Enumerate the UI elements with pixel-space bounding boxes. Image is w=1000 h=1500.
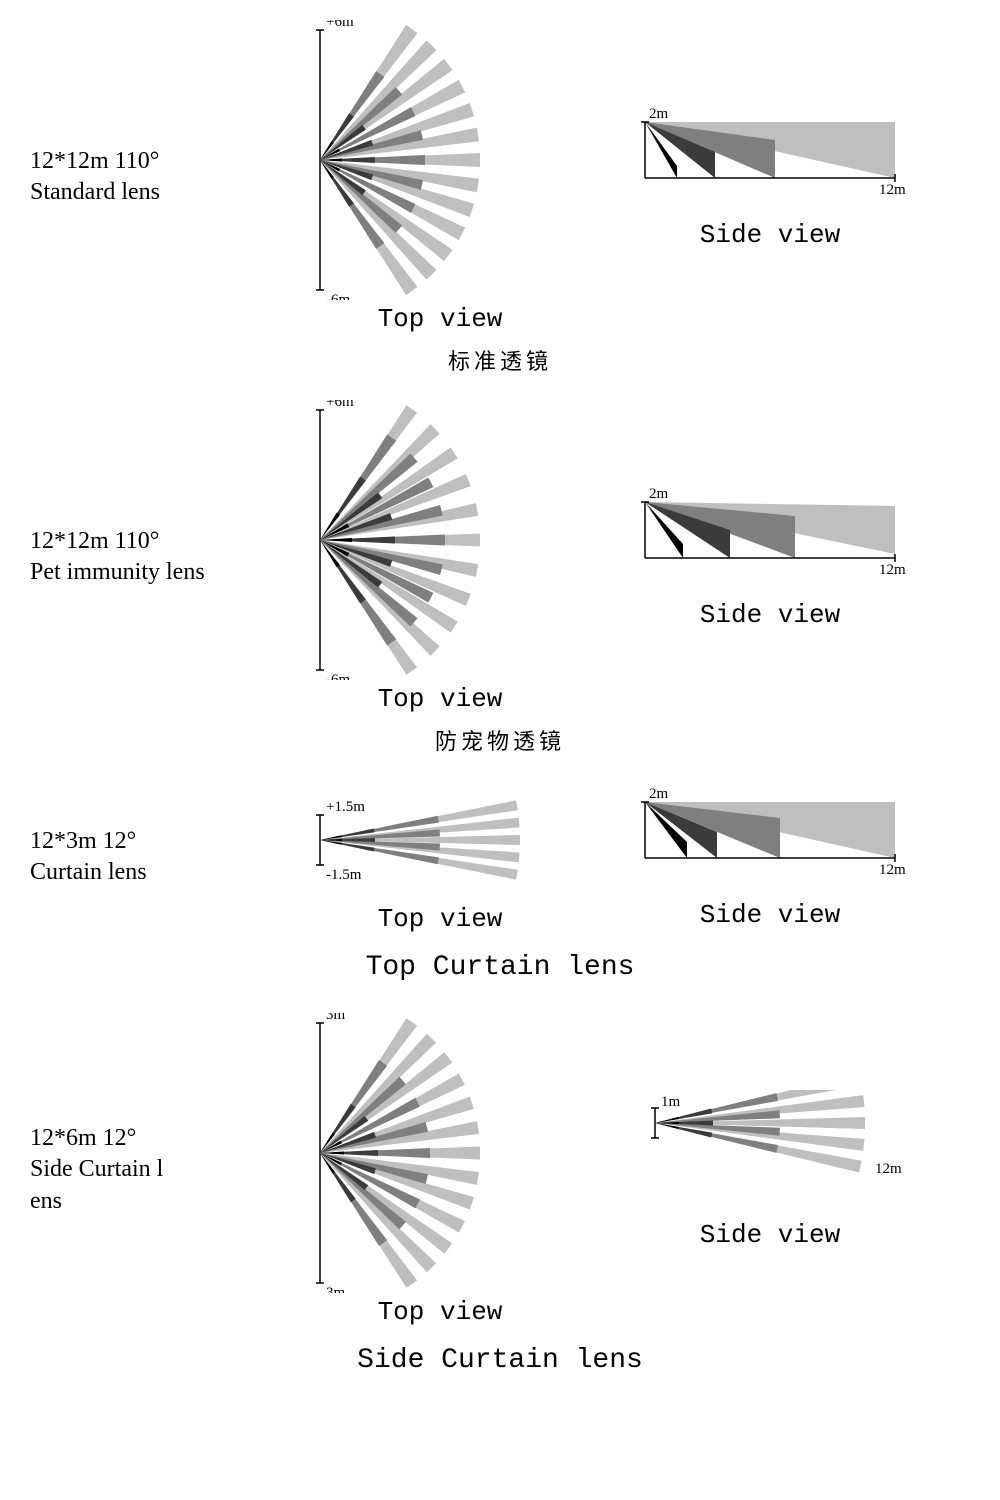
- side-diagram: 2m 12m: [620, 484, 920, 600]
- fan-diagram: +1.5m -1.5m: [280, 780, 600, 900]
- lens-label: 12*6m 12°Side Curtain lens: [30, 1123, 270, 1217]
- lens-label-line2: Standard lens: [30, 177, 270, 208]
- svg-text:+6m: +6m: [326, 20, 354, 30]
- side-diagram: 2m 12m: [620, 104, 920, 220]
- lens-label: 12*12m 110°Pet immunity lens: [30, 526, 270, 588]
- side-view: 2m 12m Side view: [610, 784, 930, 930]
- top-view-caption: Top view: [270, 1297, 610, 1327]
- lens-row-curtain-top: 12*3m 12°Curtain lens+1.5m-1.5mTop view2…: [30, 780, 970, 934]
- fan-diagram: +6m -6m: [280, 20, 600, 300]
- lens-label-line2: Curtain lens: [30, 857, 270, 888]
- svg-text:2m: 2m: [649, 486, 669, 502]
- lens-label: 12*3m 12°Curtain lens: [30, 826, 270, 888]
- svg-text:1m: 1m: [661, 1094, 681, 1110]
- top-view-caption: Top view: [270, 684, 610, 714]
- side-diagram: 1m 12m: [630, 1090, 910, 1220]
- side-view-caption: Side view: [610, 220, 930, 250]
- side-view: 2m 12m Side view: [610, 484, 930, 630]
- lens-label-line3: ens: [30, 1186, 270, 1217]
- lens-label-line2: Side Curtain l: [30, 1154, 270, 1185]
- side-view-caption: Side view: [610, 1220, 930, 1250]
- lens-label-line1: 12*6m 12°: [30, 1123, 270, 1154]
- top-view: +6m -6m Top view: [270, 400, 610, 714]
- svg-text:12m: 12m: [879, 182, 906, 198]
- side-view-caption: Side view: [610, 600, 930, 630]
- section-caption: Side Curtain lens: [30, 1345, 970, 1376]
- lens-label-line2: Pet immunity lens: [30, 557, 270, 588]
- lens-label-line1: 12*12m 110°: [30, 146, 270, 177]
- svg-text:+1.5m: +1.5m: [326, 799, 365, 815]
- svg-text:12m: 12m: [875, 1161, 902, 1177]
- svg-text:3m: 3m: [326, 1013, 346, 1023]
- side-view: 2m 12m Side view: [610, 104, 930, 250]
- top-view-caption: Top view: [270, 904, 610, 934]
- top-view: +6m -6m Top view: [270, 20, 610, 334]
- side-diagram: 2m 12m: [620, 784, 920, 900]
- side-view: 1m 12m Side view: [610, 1090, 930, 1250]
- fan-diagram: +6m -6m: [280, 400, 600, 680]
- svg-text:2m: 2m: [649, 786, 669, 802]
- lens-row-pet: 12*12m 110°Pet immunity lens +6m -6m Top vi…: [30, 400, 970, 714]
- lens-label-line1: 12*12m 110°: [30, 526, 270, 557]
- section-caption: Top Curtain lens: [30, 952, 970, 983]
- cn-caption: 防宠物透镜: [30, 724, 970, 756]
- svg-text:-1.5m: -1.5m: [326, 867, 362, 883]
- cn-caption: 标准透镜: [30, 344, 970, 376]
- svg-text:2m: 2m: [649, 106, 669, 122]
- lens-row-curtain-side: 12*6m 12°Side Curtain lens 3m 3m Top view 1m…: [30, 1013, 970, 1327]
- svg-text:-6m: -6m: [326, 672, 350, 680]
- svg-text:-6m: -6m: [326, 292, 350, 300]
- svg-text:12m: 12m: [879, 562, 906, 578]
- svg-text:12m: 12m: [879, 862, 906, 878]
- side-view-caption: Side view: [610, 900, 930, 930]
- lens-label-line1: 12*3m 12°: [30, 826, 270, 857]
- top-view-caption: Top view: [270, 304, 610, 334]
- fan-diagram: 3m 3m: [280, 1013, 600, 1293]
- top-view: +1.5m -1.5m Top view: [270, 780, 610, 934]
- svg-text:3m: 3m: [326, 1285, 346, 1293]
- lens-row-standard: 12*12m 110°Standard lens +6m -6m Top view 2m…: [30, 20, 970, 334]
- lens-label: 12*12m 110°Standard lens: [30, 146, 270, 208]
- svg-text:+6m: +6m: [326, 400, 354, 410]
- top-view: 3m 3m Top view: [270, 1013, 610, 1327]
